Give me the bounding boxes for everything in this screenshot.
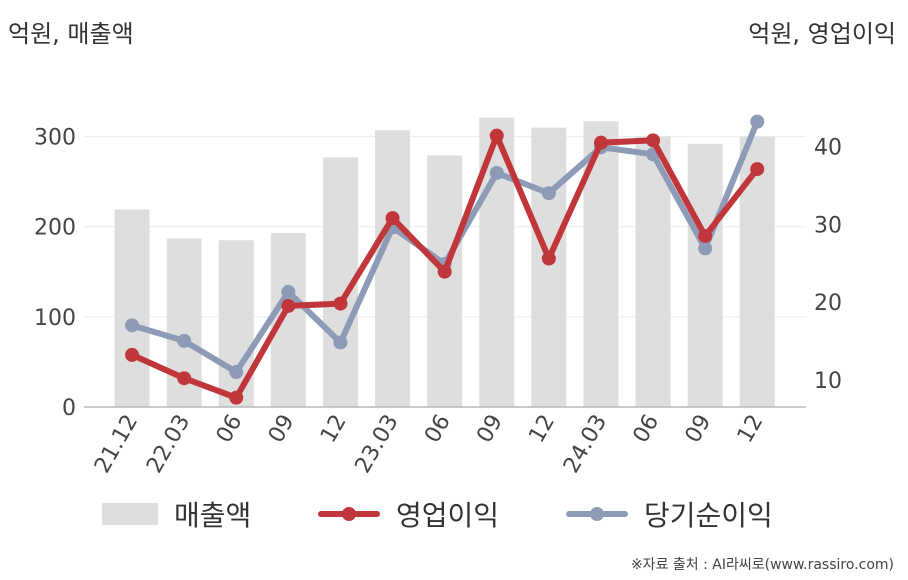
operating-profit-point bbox=[593, 135, 608, 150]
operating-profit-point bbox=[333, 296, 348, 311]
x-tick-label: 09 bbox=[264, 411, 300, 448]
source-note: ※자료 출처 : AI라씨로(www.rassiro.com) bbox=[630, 557, 894, 573]
revenue-bar bbox=[635, 136, 671, 407]
right-tick-label: 30 bbox=[814, 213, 842, 238]
net-income-point bbox=[125, 318, 140, 333]
right-tick-label: 10 bbox=[814, 369, 842, 394]
net-income-point bbox=[698, 241, 713, 256]
x-tick-label: 06 bbox=[212, 411, 248, 448]
x-tick-label: 12 bbox=[524, 411, 560, 448]
net-income-point bbox=[750, 114, 765, 129]
operating-profit-point bbox=[281, 298, 296, 313]
left-axis-unit: 억원, 매출액 bbox=[8, 20, 134, 48]
x-tick-label: 22.03 bbox=[142, 411, 195, 478]
revenue-bar bbox=[739, 136, 775, 407]
operating-profit-point bbox=[750, 162, 765, 177]
left-tick-label: 200 bbox=[34, 216, 76, 241]
x-tick-label: 12 bbox=[316, 411, 352, 448]
net-income-point bbox=[229, 365, 244, 380]
operating-profit-point bbox=[489, 128, 504, 143]
x-tick-label: 12 bbox=[733, 411, 769, 448]
net-income-point bbox=[333, 335, 348, 350]
legend: 매출액 영업이익 당기순이익 bbox=[0, 492, 908, 536]
operating-profit-point bbox=[437, 264, 452, 279]
x-tick-label: 23.03 bbox=[351, 411, 404, 478]
legend-swatch-net-income bbox=[566, 503, 628, 525]
x-tick-label: 09 bbox=[472, 411, 508, 448]
x-tick-label: 06 bbox=[629, 411, 665, 448]
revenue-bar bbox=[531, 127, 567, 408]
revenue-bar bbox=[427, 155, 463, 407]
right-tick-label: 20 bbox=[814, 291, 842, 316]
legend-item-net-income: 당기순이익 bbox=[566, 492, 773, 536]
right-axis-unit: 억원, 영업이익 bbox=[748, 20, 896, 48]
x-tick-label: 09 bbox=[681, 411, 717, 448]
legend-swatch-operating-profit bbox=[318, 503, 380, 525]
operating-profit-point bbox=[177, 371, 192, 386]
left-tick-label: 300 bbox=[34, 126, 76, 151]
revenue-bar bbox=[375, 130, 411, 407]
operating-profit-point bbox=[229, 390, 244, 405]
left-tick-label: 100 bbox=[34, 306, 76, 331]
net-income-point bbox=[281, 284, 296, 299]
revenue-bar bbox=[114, 209, 150, 407]
operating-profit-point bbox=[385, 211, 400, 226]
operating-profit-point bbox=[541, 251, 556, 266]
x-tick-label: 21.12 bbox=[90, 411, 143, 478]
net-income-point bbox=[489, 165, 504, 180]
x-tick-label: 24.03 bbox=[559, 411, 612, 478]
legend-label-revenue: 매출액 bbox=[174, 499, 252, 532]
net-income-point bbox=[541, 186, 556, 201]
net-income-point bbox=[177, 333, 192, 348]
x-tick-label: 06 bbox=[420, 411, 456, 448]
legend-label-net-income: 당기순이익 bbox=[644, 499, 773, 532]
left-tick-label: 0 bbox=[62, 396, 76, 421]
legend-label-operating-profit: 영업이익 bbox=[396, 499, 500, 532]
legend-item-operating-profit: 영업이익 bbox=[318, 492, 499, 536]
right-tick-label: 40 bbox=[814, 136, 842, 161]
profit-lines bbox=[125, 114, 765, 405]
revenue-bar bbox=[270, 233, 306, 407]
operating-profit-point bbox=[125, 347, 140, 362]
revenue-bar bbox=[687, 143, 723, 408]
legend-item-revenue: 매출액 bbox=[102, 492, 251, 536]
legend-swatch-revenue bbox=[102, 503, 158, 525]
operating-profit-point bbox=[698, 228, 713, 243]
operating-profit-point bbox=[646, 133, 661, 148]
